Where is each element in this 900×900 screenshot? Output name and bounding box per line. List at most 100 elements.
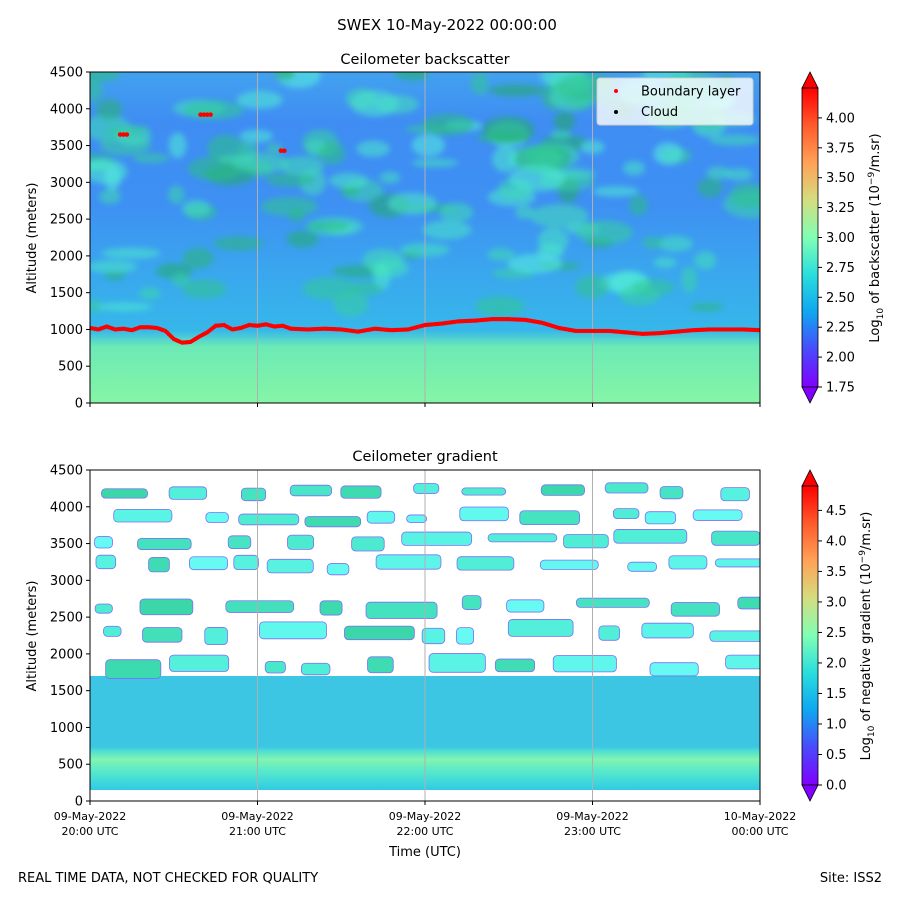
backscatter-texture-blob bbox=[274, 72, 295, 81]
gradient-patch bbox=[101, 488, 148, 499]
y-tick-label: 3000 bbox=[50, 176, 83, 191]
boundary-layer-point bbox=[201, 112, 207, 117]
gradient-patch bbox=[365, 601, 438, 619]
backscatter-texture-blob bbox=[379, 171, 401, 184]
backscatter-texture-blob bbox=[218, 154, 254, 164]
backscatter-texture-blob bbox=[623, 160, 645, 176]
gradient-patch bbox=[241, 487, 267, 502]
colorbar-bottom-extend-min bbox=[801, 784, 819, 802]
gradient-patch bbox=[238, 513, 300, 526]
x-tick-label-time: 00:00 UTC bbox=[731, 825, 788, 838]
colorbar-bottom-extend-max bbox=[801, 469, 819, 487]
x-tick-label-date: 10-May-2022 bbox=[724, 810, 796, 823]
backscatter-texture-blob bbox=[171, 273, 190, 287]
gradient-patch bbox=[506, 599, 545, 613]
gradient-patch bbox=[604, 482, 649, 494]
backscatter-texture-blob bbox=[95, 98, 123, 121]
backscatter-texture-blob bbox=[339, 186, 359, 196]
gradient-patch bbox=[539, 559, 599, 570]
backscatter-texture-blob bbox=[288, 209, 305, 222]
gradient-patch bbox=[644, 511, 676, 525]
gradient-patch bbox=[649, 662, 699, 677]
gradient-patch bbox=[326, 563, 350, 576]
gradient-patches bbox=[94, 482, 760, 679]
gradient-patch bbox=[168, 486, 208, 500]
backscatter-texture-blob bbox=[394, 72, 430, 81]
gradient-patch bbox=[367, 656, 394, 674]
backscatter-texture-blob bbox=[657, 235, 693, 252]
legend: Boundary layer Cloud bbox=[596, 77, 754, 126]
backscatter-texture-blob bbox=[422, 113, 475, 136]
backscatter-texture-blob bbox=[90, 299, 103, 313]
gradient-patch bbox=[375, 554, 442, 570]
backscatter-texture-blob bbox=[239, 129, 274, 143]
backscatter-texture-blob bbox=[90, 79, 103, 102]
backscatter-texture-blob bbox=[279, 156, 324, 176]
backscatter-texture-blob bbox=[139, 287, 161, 300]
backscatter-title: Ceilometer backscatter bbox=[340, 52, 509, 68]
gradient-patch bbox=[598, 625, 620, 641]
y-tick-label: 4000 bbox=[50, 102, 83, 117]
backscatter-texture-blob bbox=[103, 124, 151, 135]
colorbar-tick-label: 2.25 bbox=[826, 321, 855, 336]
y-tick-label: 1000 bbox=[50, 721, 83, 736]
gradient-patch bbox=[344, 625, 415, 641]
y-tick-label: 4500 bbox=[50, 464, 83, 479]
colorbar-top-body bbox=[801, 87, 819, 388]
backscatter-y-ticks: 0 500 1000 1500 2000 2500 3000 3500 4000 4500 bbox=[50, 66, 90, 412]
gradient-patch bbox=[413, 483, 440, 494]
backscatter-texture-blob bbox=[550, 130, 571, 140]
boundary-layer-point bbox=[117, 132, 123, 137]
y-tick-label: 0 bbox=[75, 397, 83, 412]
colorbar-tick-label: 4.0 bbox=[826, 534, 847, 549]
gradient-patch bbox=[576, 597, 650, 608]
gradient-patch bbox=[113, 508, 173, 523]
backscatter-texture-blob bbox=[492, 146, 519, 173]
y-tick-label: 3500 bbox=[50, 139, 83, 154]
backscatter-texture-blob bbox=[488, 84, 545, 97]
backscatter-texture-blob bbox=[183, 100, 244, 120]
gradient-patch bbox=[428, 653, 486, 673]
gradient-patch bbox=[300, 662, 331, 676]
gradient-patch bbox=[94, 603, 113, 614]
gradient-patch bbox=[709, 630, 760, 642]
backscatter-texture-blob bbox=[333, 292, 368, 317]
gradient-patch bbox=[319, 600, 343, 616]
gradient-colorbar: 0.0 0.5 1.0 1.5 2.0 2.5 3.0 3.5 4.0 4.5 Log10 of … bbox=[801, 469, 877, 802]
gradient-patch bbox=[720, 487, 750, 502]
gradient-patch bbox=[259, 621, 327, 640]
gradient-patch bbox=[459, 506, 509, 522]
backscatter-texture-blob bbox=[356, 140, 390, 157]
gradient-patch bbox=[456, 627, 475, 645]
backscatter-texture-blob bbox=[619, 284, 661, 306]
backscatter-texture-blob bbox=[708, 134, 760, 146]
backscatter-texture-blob bbox=[439, 202, 474, 222]
gradient-title: Ceilometer gradient bbox=[352, 449, 498, 465]
backscatter-texture-blob bbox=[318, 142, 346, 165]
backscatter-texture-blob bbox=[373, 263, 391, 290]
backscatter-texture-blob bbox=[286, 230, 319, 248]
backscatter-texture-blob bbox=[97, 302, 153, 312]
gradient-patch bbox=[421, 627, 446, 645]
boundary-layer-point bbox=[124, 132, 130, 137]
colorbar-top-extend-min bbox=[801, 386, 819, 404]
backscatter-texture-blob bbox=[681, 266, 698, 293]
y-tick-label: 1000 bbox=[50, 323, 83, 338]
gradient-gridlines bbox=[257, 470, 593, 801]
gradient-patch bbox=[264, 660, 286, 674]
backscatter-texture-blob bbox=[260, 196, 319, 217]
gradient-patch bbox=[406, 514, 428, 523]
gradient-ylabel: Altitude (meters) bbox=[25, 581, 40, 692]
colorbar-tick-label: 3.75 bbox=[826, 141, 855, 156]
boundary-layer-point bbox=[198, 112, 203, 117]
x-tick-label-time: 23:00 UTC bbox=[564, 825, 621, 838]
backscatter-texture-blob bbox=[266, 143, 283, 154]
gradient-patch bbox=[456, 556, 515, 571]
colorbar-top-label: Log10 of backscatter (10−9/m.sr) bbox=[867, 133, 886, 342]
colorbar-tick-label: 2.50 bbox=[826, 291, 855, 306]
gradient-patch bbox=[94, 536, 113, 549]
gradient-patch bbox=[105, 659, 162, 679]
gradient-patch bbox=[148, 556, 170, 573]
x-tick-label-date: 09-May-2022 bbox=[556, 810, 628, 823]
